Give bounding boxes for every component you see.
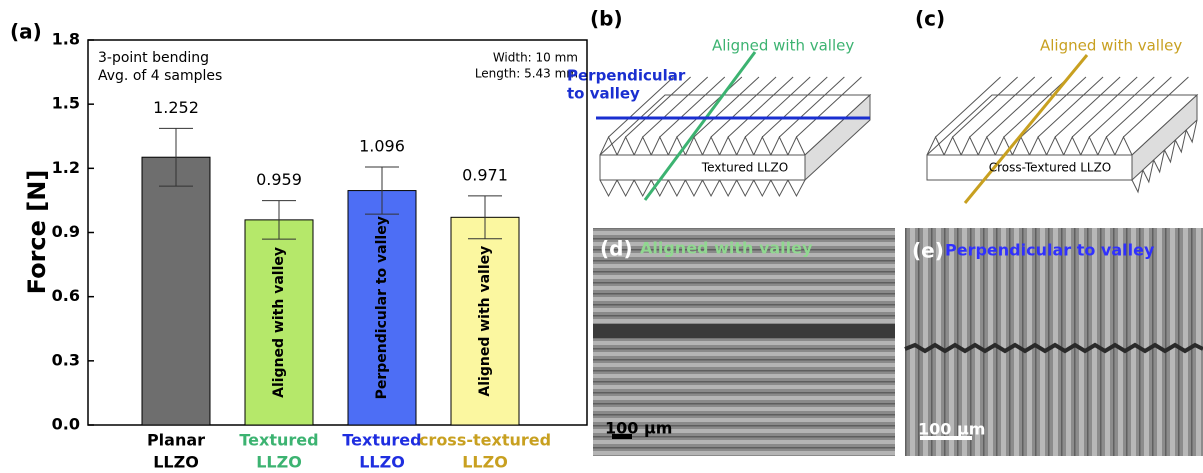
aligned-line [643, 51, 757, 201]
y-tick-label: 1.2 [52, 158, 80, 177]
y-tick-label: 0.6 [52, 286, 80, 305]
image-caption: Perpendicular to valley [945, 241, 1155, 260]
diagram-c: (c) Aligned with valley Cross-Textured LL… [915, 7, 1199, 204]
side-face [1131, 93, 1198, 182]
scale-bar [612, 434, 632, 439]
value-label: 1.096 [359, 137, 405, 156]
x-tick-label: cross-textured [419, 431, 551, 450]
panel-label: (a) [10, 20, 42, 44]
crack [904, 342, 1203, 354]
diagram-label: Aligned with valley [712, 37, 854, 55]
annotation: Width: 10 mm [493, 51, 578, 65]
x-tick-label: Textured [342, 431, 421, 450]
value-label: 0.971 [462, 165, 508, 184]
error-bar [468, 195, 502, 240]
x-tick-label: Textured [239, 431, 318, 450]
front-face [926, 154, 1133, 181]
crack [593, 324, 895, 338]
annotation: Avg. of 4 samples [98, 68, 222, 84]
sample-label: Cross-Textured LLZO [989, 161, 1112, 175]
scale-label: 100 µm [918, 420, 985, 439]
image-caption: Aligned with valley [640, 239, 813, 258]
panel-label: (e) [912, 239, 944, 263]
diagram-label: to valley [567, 85, 640, 103]
diagram-label: Perpendicular [567, 67, 686, 85]
y-tick-label: 0.0 [52, 415, 80, 434]
diagram-label: Aligned with valley [1040, 37, 1182, 55]
panel-label: (c) [915, 7, 945, 31]
value-label: 1.252 [153, 98, 199, 117]
sample-label: Textured LLZO [701, 161, 788, 175]
x-tick-label: LLZO [153, 453, 199, 472]
y-tick-label: 0.3 [52, 350, 80, 369]
panel-label: (b) [590, 7, 623, 31]
panel-label: (d) [600, 237, 633, 261]
scale-label: 100 µm [605, 419, 672, 438]
bar-label: Aligned with valley [477, 246, 493, 397]
x-tick-label: Planar [147, 431, 205, 450]
bar [141, 156, 211, 426]
y-tick-label: 1.5 [52, 94, 80, 113]
y-axis-title: Force [N] [23, 170, 51, 295]
x-tick-label: LLZO [256, 453, 302, 472]
aligned-line [963, 54, 1089, 204]
y-tick-label: 1.8 [52, 30, 80, 49]
bottom-ridges [599, 179, 806, 198]
side-face [804, 93, 871, 182]
bar-label: Perpendicular to valley [374, 216, 390, 399]
bar [450, 216, 520, 426]
error-bar [159, 127, 193, 187]
bar [347, 190, 417, 426]
x-tick-label: LLZO [359, 453, 405, 472]
ridges [599, 76, 862, 156]
scale-bar [920, 436, 972, 440]
error-bar [262, 200, 296, 240]
annotation: 3-point bending [98, 50, 209, 66]
bar-label: Aligned with valley [271, 247, 287, 398]
y-tick-label: 0.9 [52, 222, 80, 241]
front-face [599, 154, 806, 181]
x-tick-label: LLZO [462, 453, 508, 472]
sem-image [593, 228, 895, 456]
bar [244, 219, 314, 426]
error-bar [365, 166, 399, 215]
sem-image [905, 228, 1203, 456]
annotation: Length: 5.43 mm [475, 67, 578, 81]
value-label: 0.959 [256, 170, 302, 189]
bottom-ridges [1131, 119, 1198, 194]
